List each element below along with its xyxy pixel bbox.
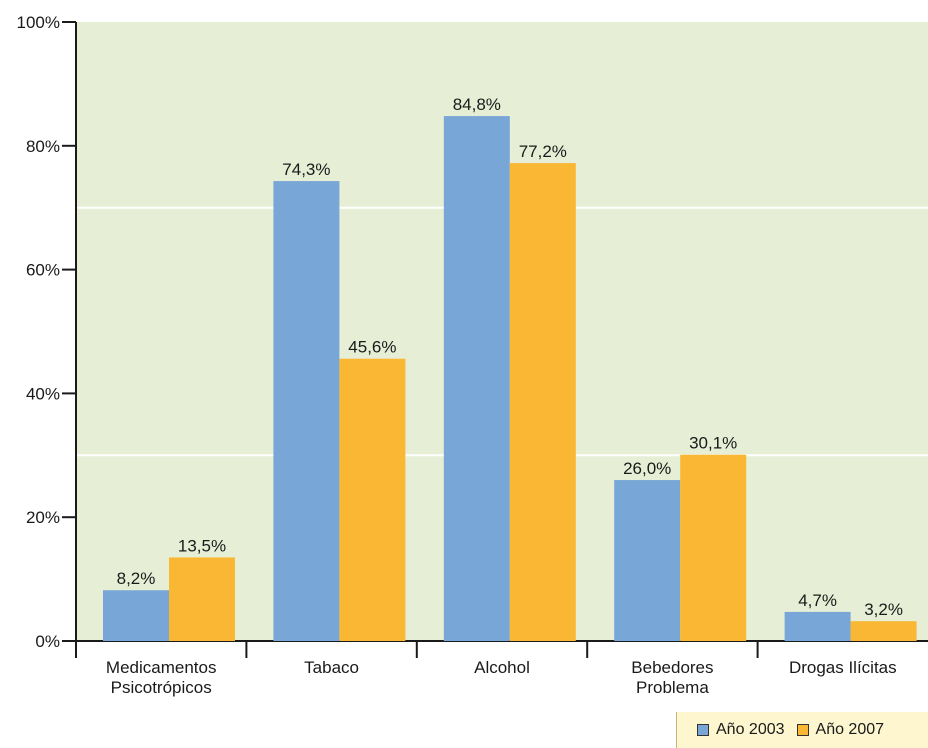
y-tick-label: 40% [26, 384, 60, 403]
data-label: 26,0% [623, 459, 671, 478]
bar [680, 454, 747, 641]
legend-label-2003: Año 2003 [716, 721, 785, 738]
legend: Año 2003 Año 2007 [676, 712, 928, 748]
legend-swatch-2003 [697, 724, 709, 736]
data-label: 30,1% [689, 434, 737, 453]
data-label: 45,6% [348, 338, 396, 357]
data-label: 84,8% [453, 95, 501, 114]
x-category-label: Drogas Ilícitas [789, 658, 897, 677]
y-tick-label: 100% [17, 13, 60, 32]
bar [850, 621, 917, 641]
legend-label-2007: Año 2007 [815, 721, 885, 738]
bar [339, 358, 406, 641]
data-label: 13,5% [178, 536, 226, 555]
y-tick-label: 0% [35, 632, 60, 651]
legend-item-2003: Año 2003 [697, 721, 785, 739]
bar [614, 480, 681, 641]
bar [509, 163, 576, 641]
legend-item-2007: Año 2007 [796, 721, 885, 739]
bar [103, 590, 169, 641]
data-label: 74,3% [282, 160, 330, 179]
bar [784, 611, 851, 641]
bar [273, 181, 340, 641]
x-category-label: Medicamentos [106, 658, 217, 677]
bar [169, 557, 235, 641]
y-tick-label: 20% [26, 508, 60, 527]
x-category-label: Problema [636, 678, 709, 697]
x-category-label: Alcohol [474, 658, 530, 677]
bar [443, 116, 510, 641]
data-label: 8,2% [117, 569, 156, 588]
y-tick-label: 60% [26, 261, 60, 280]
data-label: 3,2% [864, 600, 903, 619]
x-category-label: Tabaco [304, 658, 359, 677]
x-category-label: Psicotrópicos [111, 678, 212, 697]
y-tick-label: 80% [26, 137, 60, 156]
x-category-label: Bebedores [631, 658, 713, 677]
legend-swatch-2007 [796, 724, 809, 736]
data-label: 4,7% [798, 591, 837, 610]
data-label: 77,2% [519, 142, 567, 161]
